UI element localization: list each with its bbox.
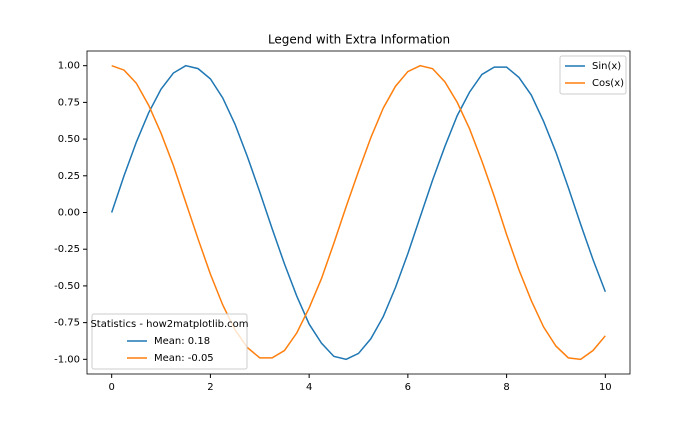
x-tick-label: 0 [108, 382, 114, 393]
stats-legend-label: Mean: 0.18 [154, 336, 210, 347]
x-tick-label: 8 [503, 382, 509, 393]
x-tick-label: 2 [207, 382, 213, 393]
line-series [111, 64, 606, 361]
y-tick-label: 0.75 [58, 97, 80, 108]
y-tick-label: -1.00 [54, 354, 80, 365]
y-tick-label: 0.00 [58, 208, 80, 219]
y-tick-label: -0.50 [54, 281, 80, 292]
y-tick-label: -0.25 [54, 244, 80, 255]
stats-legend-title: Statistics - how2matplotlib.com [90, 319, 248, 330]
y-tick-label: -0.75 [54, 318, 80, 329]
legend-label: Cos(x) [592, 78, 624, 89]
x-tick-label: 10 [599, 382, 612, 393]
line-series [110, 64, 607, 361]
stats-legend-box [91, 313, 248, 370]
y-tick-label: 1.00 [58, 61, 80, 72]
chart-title: Legend with Extra Information [268, 33, 450, 47]
stats-legend-label: Mean: -0.05 [154, 353, 214, 364]
plot-frame [86, 50, 631, 375]
y-tick-label: 0.25 [58, 171, 80, 182]
y-tick-label: 0.50 [58, 134, 80, 145]
x-tick-label: 4 [306, 382, 312, 393]
legend-label: Sin(x) [592, 61, 621, 72]
x-tick-label: 6 [405, 382, 411, 393]
